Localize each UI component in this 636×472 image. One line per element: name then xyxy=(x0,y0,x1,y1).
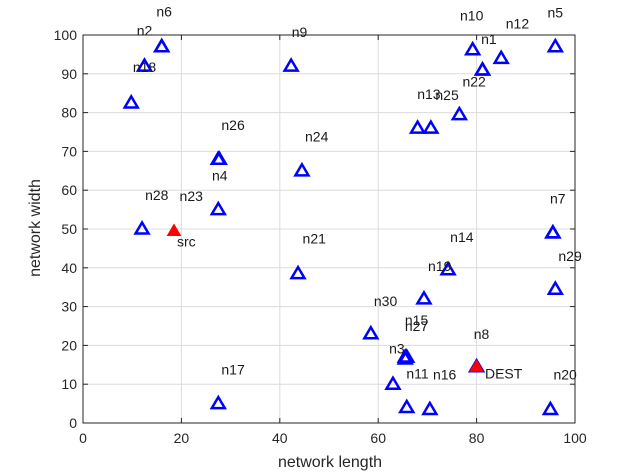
point-n25 xyxy=(422,119,440,134)
point-n24 xyxy=(293,161,311,177)
point-label-n23: n23 xyxy=(180,188,204,204)
point-label-n18: n18 xyxy=(133,59,157,75)
y-tick-label: 30 xyxy=(61,299,77,315)
y-tick-label: 100 xyxy=(54,27,78,43)
point-n12 xyxy=(492,49,510,65)
x-tick-label: 100 xyxy=(563,430,587,446)
x-tick-label: 60 xyxy=(370,430,386,446)
point-n10 xyxy=(463,40,482,56)
y-tick-label: 50 xyxy=(61,221,77,237)
point-n6 xyxy=(153,37,171,53)
point-label-n20: n20 xyxy=(553,367,577,383)
point-label-n30: n30 xyxy=(374,293,398,309)
point-n23 xyxy=(209,200,227,216)
point-label-n14: n14 xyxy=(450,229,474,245)
point-label-n15: n15 xyxy=(405,312,429,328)
point-label-n29: n29 xyxy=(558,248,582,264)
point-label-n19: n19 xyxy=(428,258,452,274)
point-label-n1: n1 xyxy=(481,31,497,47)
y-tick-label: 70 xyxy=(61,143,77,159)
point-label-n5: n5 xyxy=(548,4,564,20)
point-unlabeled xyxy=(450,105,469,121)
y-tick-label: 60 xyxy=(61,182,77,198)
point-n30 xyxy=(362,324,380,340)
point-label-n28: n28 xyxy=(145,187,169,203)
y-tick-label: 20 xyxy=(61,337,77,353)
point-label-n17: n17 xyxy=(221,361,245,377)
point-label-n6: n6 xyxy=(156,4,172,20)
point-label-n8: n8 xyxy=(474,326,490,342)
point-n9 xyxy=(282,57,300,72)
point-label-n25: n25 xyxy=(435,87,459,103)
point-label-n21: n21 xyxy=(303,231,327,247)
point-n28 xyxy=(133,220,151,235)
point-n22 xyxy=(473,60,492,76)
point-label-n3: n3 xyxy=(389,341,405,357)
point-label-n26: n26 xyxy=(221,117,245,133)
point-label-n7: n7 xyxy=(550,191,566,207)
y-tick-label: 90 xyxy=(61,66,77,82)
y-tick-label: 40 xyxy=(61,260,77,276)
point-unlabeled xyxy=(122,93,140,109)
point-n14 xyxy=(544,223,562,239)
x-tick-label: 40 xyxy=(272,430,288,446)
point-label-n27: n27 xyxy=(405,318,429,334)
point-label-n2: n2 xyxy=(137,22,153,38)
point-n19 xyxy=(439,260,457,276)
point-label-n22: n22 xyxy=(462,74,486,90)
point-label-src: src xyxy=(177,233,196,249)
point-n26 xyxy=(209,150,227,165)
point-n18 xyxy=(135,57,154,72)
point-n5 xyxy=(546,37,565,53)
x-tick-label: 20 xyxy=(174,430,190,446)
point-n11 xyxy=(398,398,416,414)
point-label-n9: n9 xyxy=(292,24,308,40)
x-tick-label: 0 xyxy=(79,430,87,446)
point-label-n4: n4 xyxy=(212,167,228,183)
point-unlabeled xyxy=(415,289,433,305)
point-n17 xyxy=(209,394,227,410)
point-label-n11: n11 xyxy=(406,365,429,381)
x-axis-label: network length xyxy=(278,454,382,471)
point-dest xyxy=(469,359,484,372)
point-n16 xyxy=(421,400,439,416)
point-label-n10: n10 xyxy=(460,8,484,24)
data-points xyxy=(122,37,565,416)
y-tick-label: 10 xyxy=(61,376,77,392)
point-n21 xyxy=(289,264,307,280)
axis-ticks: 0 20 40 60 80 100 0 10 20 30 40 50 60 70 80 90 100 xyxy=(54,27,587,446)
point-label-n13: n13 xyxy=(417,86,441,102)
x-tick-label: 80 xyxy=(469,430,485,446)
point-n29 xyxy=(546,280,565,295)
point-src xyxy=(166,223,182,236)
point-labels: n1 n2 n3 n4 n5 n6 n7 n8 n9 n10 n11 n12 n13 n14 n15 n16 n… xyxy=(133,4,582,383)
point-n27 xyxy=(398,348,416,363)
y-tick-label: 80 xyxy=(61,105,77,121)
point-label-dest: DEST xyxy=(485,365,523,381)
y-tick-label: 0 xyxy=(69,415,77,431)
y-axis-label: network width xyxy=(27,179,44,277)
point-n20 xyxy=(541,400,560,416)
point-unlabeled xyxy=(384,375,402,390)
point-label-n12: n12 xyxy=(506,15,530,31)
point-label-n16: n16 xyxy=(433,367,457,383)
point-n13 xyxy=(408,119,427,134)
point-label-n24: n24 xyxy=(305,129,329,145)
